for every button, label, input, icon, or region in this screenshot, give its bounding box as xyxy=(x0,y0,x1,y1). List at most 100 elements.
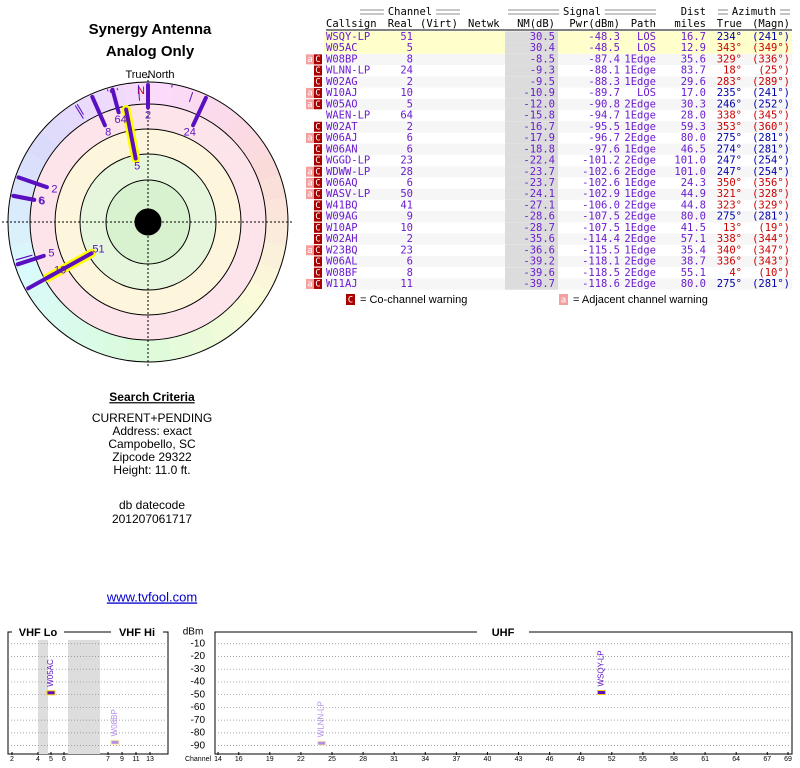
legend-text: = Adjacent channel warning xyxy=(573,294,708,306)
warning-box xyxy=(314,144,322,155)
warning-box xyxy=(306,88,314,99)
nm-bg xyxy=(505,110,558,122)
cell-nm: -22.4 xyxy=(523,155,555,167)
cell-dist: 44.8 xyxy=(681,199,706,211)
cell-callsign: W09AG xyxy=(326,211,358,223)
warning-flag: C xyxy=(315,134,320,144)
x-tick-label: 43 xyxy=(515,756,523,763)
title: Synergy Antenna xyxy=(89,21,212,38)
nm-bg xyxy=(505,256,558,268)
cell-nm: -28.7 xyxy=(523,222,555,234)
cell-az-true: 235° xyxy=(717,87,742,99)
cell-path: LOS xyxy=(637,31,656,43)
column-header: Callsign xyxy=(326,18,377,30)
station-label: WLNN-LP xyxy=(317,701,326,737)
cell-dist: 80.0 xyxy=(681,132,706,144)
x-tick-label: 6 xyxy=(62,756,66,763)
cell-real: 23 xyxy=(400,244,413,256)
station-spoke xyxy=(191,95,208,128)
cell-az-true: 274° xyxy=(717,143,742,155)
cell-callsign: W11AJ xyxy=(326,278,358,290)
cell-real: 23 xyxy=(400,155,413,167)
warning-flag: C xyxy=(315,55,320,65)
station-spoke xyxy=(110,87,121,115)
cell-nm: -8.5 xyxy=(530,53,555,65)
cell-nm: -15.8 xyxy=(523,110,555,122)
x-tick-label: 7 xyxy=(106,756,110,763)
station-marker xyxy=(110,739,120,745)
warning-flag: C xyxy=(315,201,320,211)
cell-pwr: -115.5 xyxy=(582,244,620,256)
cell-az-magn: (336°) xyxy=(752,53,790,65)
cell-dist: 35.6 xyxy=(681,53,706,65)
station-spoke xyxy=(16,175,49,190)
x-tick-label: 61 xyxy=(701,756,709,763)
cell-nm: -18.8 xyxy=(523,143,555,155)
criteria-line: Zipcode 29322 xyxy=(112,450,192,464)
nm-bg xyxy=(505,177,558,189)
cell-pwr: -101.2 xyxy=(582,155,620,167)
warning-box xyxy=(306,189,314,200)
cell-az-magn: (328°) xyxy=(752,188,790,200)
station-spoke xyxy=(26,272,56,291)
cell-nm: -9.5 xyxy=(530,76,555,88)
column-header: Pwr(dBm) xyxy=(569,18,620,30)
nm-bg xyxy=(505,98,558,111)
cell-path: 1Edge xyxy=(624,65,656,77)
cell-pwr: -94.7 xyxy=(588,110,620,122)
station-table: Channel Signal Azimuth Dist Callsign Real (Vir… xyxy=(306,6,792,306)
subtitle: Analog Only xyxy=(106,43,195,60)
cell-dist: 80.0 xyxy=(681,278,706,290)
y-axis-label: dBm xyxy=(183,627,204,638)
cell-az-magn: (343°) xyxy=(752,256,790,268)
cell-path: 2Edge xyxy=(624,267,656,279)
legend-box xyxy=(346,294,355,305)
station-channel: 6 xyxy=(39,195,45,207)
cell-callsign: WAEN-LP xyxy=(326,110,370,122)
cell-real: 8 xyxy=(407,53,413,65)
station-channel: 24 xyxy=(184,126,196,138)
cell-callsign: W02AT xyxy=(326,121,358,133)
cell-az-magn: (344°) xyxy=(752,233,790,245)
cell-dist: 59.3 xyxy=(681,121,706,133)
cell-path: 2Edge xyxy=(624,199,656,211)
nm-bg xyxy=(505,166,558,178)
x-tick-label: 34 xyxy=(421,756,429,763)
cell-az-magn: (252°) xyxy=(752,98,790,110)
cell-nm: -23.7 xyxy=(523,166,555,178)
north-label: TrueNorth xyxy=(125,69,174,81)
cell-path: 2Edge xyxy=(624,233,656,245)
cell-callsign: W05AC xyxy=(326,42,358,54)
warning-flag: C xyxy=(315,66,320,76)
tvfool-link[interactable]: www.tvfool.com xyxy=(106,589,197,604)
cell-az-magn: (25°) xyxy=(758,65,790,77)
cell-real: 5 xyxy=(407,42,413,54)
cell-az-true: 340° xyxy=(717,244,742,256)
warning-flag: C xyxy=(315,167,320,177)
cell-az-magn: (360°) xyxy=(752,121,790,133)
y-tick-label: -70 xyxy=(191,715,206,726)
cell-path: 1Edge xyxy=(624,121,656,133)
cell-dist: 80.0 xyxy=(681,211,706,223)
warning-flag: C xyxy=(315,156,320,166)
warning-box xyxy=(306,54,314,65)
station-marker xyxy=(46,690,56,696)
link-text[interactable]: www.tvfool.com xyxy=(106,589,197,604)
warning-box xyxy=(314,54,322,65)
station-channel: 6 xyxy=(38,195,44,207)
warning-flag: C xyxy=(315,212,320,222)
uhf-frame xyxy=(214,631,793,755)
cell-callsign: WASV-LP xyxy=(326,188,370,200)
x-tick-label: 69 xyxy=(784,756,792,763)
cell-path: LOS xyxy=(637,87,656,99)
warning-flag: C xyxy=(315,257,320,267)
station-marker xyxy=(596,690,606,696)
nm-bg xyxy=(505,87,558,99)
cell-az-magn: (241°) xyxy=(752,87,790,99)
cell-az-magn: (289°) xyxy=(752,76,790,88)
group-header: Signal xyxy=(563,6,601,18)
cell-nm: -17.9 xyxy=(523,132,555,144)
cell-nm: -39.2 xyxy=(523,256,555,268)
station-spoke xyxy=(109,89,112,94)
nm-bg xyxy=(505,65,558,77)
